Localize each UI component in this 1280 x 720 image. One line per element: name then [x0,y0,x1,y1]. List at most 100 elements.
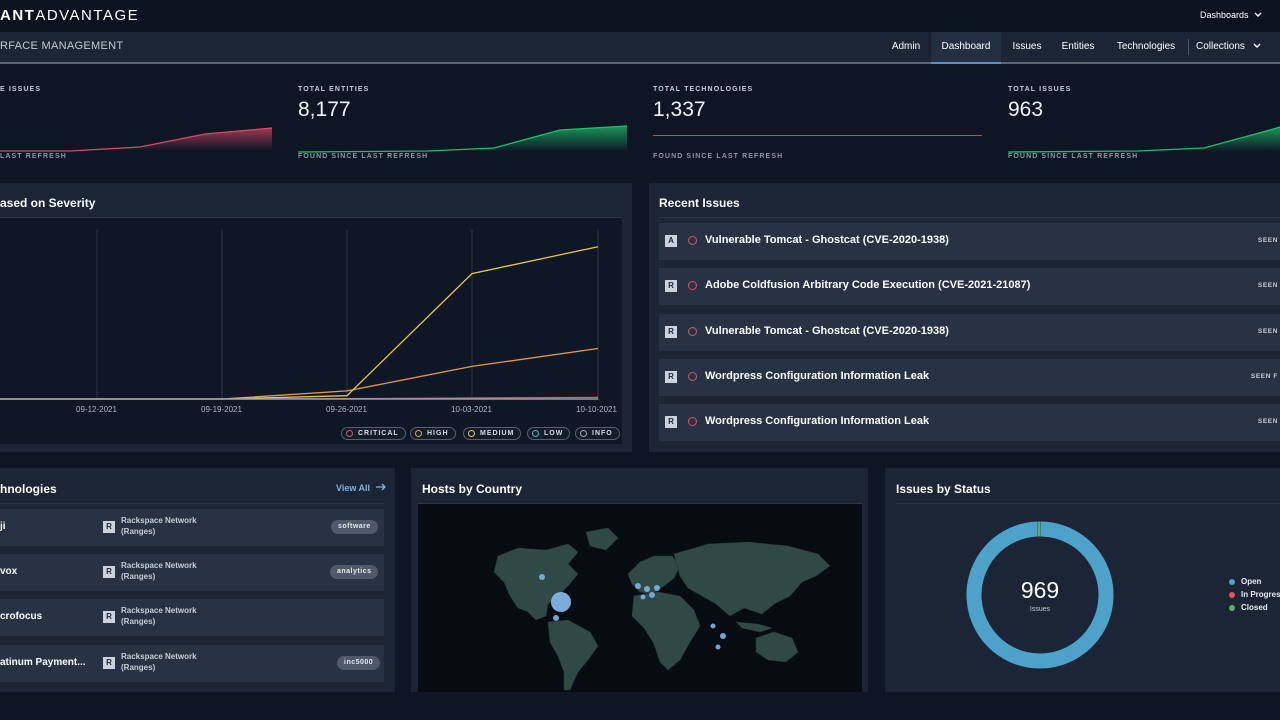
recent-issue-row[interactable]: R Adobe Coldfusion Arbitrary Code Executi… [659,268,1280,305]
tab-issues[interactable]: Issues [1012,41,1042,52]
technology-source: Rackspace Network (Ranges) [121,561,197,581]
map-marker-mexico [553,615,559,621]
stat-value-technologies: 1,337 [653,98,706,121]
issue-seen-label: SEEN F [1250,373,1278,380]
legend-critical-label: CRITICAL [358,430,399,437]
status-in-progress-dot-icon [1229,591,1235,598]
stat-footer-issues: LAST REFRESH [0,153,67,160]
technology-tag[interactable]: inc5000 [337,656,381,670]
map-marker-jp [720,633,726,639]
stat-value-entities: 8,177 [298,98,351,121]
series-line-high[interactable] [0,347,599,400]
status-legend-in-progress[interactable]: In Progres [1229,590,1280,599]
tab-entities[interactable]: Entities [1061,41,1095,52]
x-tick-label: 10-10-2021 [576,405,617,414]
world-map[interactable] [418,504,862,692]
dashboards-menu-label: Dashboards [1200,10,1249,20]
issue-title: Vulnerable Tomcat - Ghostcat (CVE-2020-1… [705,325,949,337]
top-bar [0,0,1280,32]
x-tick-label: 09-26-2021 [326,405,367,414]
recent-issue-row[interactable]: R Wordpress Configuration Information Lea… [659,359,1280,396]
issue-title: Vulnerable Tomcat - Ghostcat (CVE-2020-1… [705,234,949,246]
map-marker-uk [635,583,641,589]
legend-low[interactable]: LOW [527,427,571,440]
technology-row[interactable]: atinum Payment... R Rackspace Network (Ran… [0,645,384,682]
map-marker-id [710,623,716,629]
recent-issue-row[interactable]: A Vulnerable Tomcat - Ghostcat (CVE-2020-… [659,223,1280,260]
map-africa [631,591,701,671]
map-marker-es [654,585,660,591]
tab-collections[interactable]: Collections [1196,32,1268,62]
technology-tag[interactable]: analytics [330,565,379,579]
dashboards-menu[interactable]: Dashboards [1200,10,1262,20]
status-legend-open[interactable]: Open [1229,577,1261,586]
map-south-america [547,619,599,691]
world-map-svg [493,527,831,691]
map-marker-fr [649,592,655,598]
section-title: RFACE MANAGEMENT [0,40,124,52]
technology-source: Rackspace Network (Ranges) [121,516,197,536]
arrow-right-icon [375,483,386,491]
technology-name: crofocus [0,611,43,622]
technology-row[interactable]: vox R Rackspace Network (Ranges) analytics [0,554,384,591]
recent-issue-row[interactable]: R Wordpress Configuration Information Lea… [659,404,1280,441]
legend-low-label: LOW [544,430,564,437]
issue-source-badge: A [665,235,677,247]
sparkline-issues [0,127,273,152]
tab-dashboard[interactable]: Dashboard [931,32,1001,64]
tab-admin[interactable]: Admin [891,41,921,52]
status-legend-closed[interactable]: Closed [1229,603,1268,612]
issues-by-status-title: Issues by Status [896,482,991,496]
stat-footer-total-issues: FOUND SINCE LAST REFRESH [1008,153,1139,160]
technology-row[interactable]: crofocus R Rackspace Network (Ranges) [0,599,384,636]
technology-name: atinum Payment... [0,657,86,668]
issue-seen-label: SEEN [1257,237,1278,244]
brand-logo[interactable]: ANTADVANTAGE [0,7,140,24]
tab-collections-label: Collections [1196,41,1245,52]
legend-high[interactable]: HIGH [410,427,456,440]
view-all-link[interactable]: View All [336,483,387,493]
tab-technologies[interactable]: Technologies [1116,41,1176,52]
map-europe [627,555,681,595]
map-indonesia [735,621,774,633]
issue-seen-label: SEEN [1257,282,1278,289]
x-tick-label: 10-03-2021 [451,405,492,414]
stat-label-entities: TOTAL ENTITIES [298,86,370,93]
severity-line-chart [0,230,600,400]
map-asia [673,541,831,617]
map-marker-it [640,594,646,600]
legend-high-icon [415,430,422,437]
map-marker-usa [551,592,571,612]
sparkline-total-issues [1008,126,1280,153]
status-total-label: Issues [1029,606,1051,613]
x-tick-label: 09-19-2021 [201,405,242,414]
recent-issue-row[interactable]: R Vulnerable Tomcat - Ghostcat (CVE-2020-… [659,314,1280,351]
technologies-divider [0,503,384,504]
legend-info[interactable]: INFO [575,427,620,440]
stat-footer-technologies: FOUND SINCE LAST REFRESH [653,153,784,160]
series-line-medium[interactable] [0,246,599,400]
technology-name: vox [0,566,18,577]
legend-critical-icon [346,430,353,437]
severity-critical-icon [688,327,697,336]
legend-medium-label: MEDIUM [480,430,515,437]
technology-tag[interactable]: software [331,520,378,534]
map-australia [755,631,799,663]
issue-source-badge: R [665,371,677,383]
technology-source-badge: R [103,521,115,533]
x-tick-label: 09-12-2021 [76,405,117,414]
technologies-title: hnologies [0,482,57,496]
stat-footer-entities: FOUND SINCE LAST REFRESH [298,153,429,160]
nav-divider [1188,39,1189,55]
technology-name: ji [0,521,6,532]
status-donut-chart[interactable] [966,521,1114,669]
technology-row[interactable]: ji R Rackspace Network (Ranges) software [0,509,384,546]
stat-value-total-issues: 963 [1008,98,1044,121]
technology-source-badge: R [103,611,115,623]
severity-critical-icon [688,417,697,426]
legend-medium[interactable]: MEDIUM [463,427,522,440]
sparkline-entities [298,125,628,153]
donut-slice-open[interactable] [966,521,1114,669]
severity-chart-area [0,218,622,444]
legend-critical[interactable]: CRITICAL [341,427,406,440]
